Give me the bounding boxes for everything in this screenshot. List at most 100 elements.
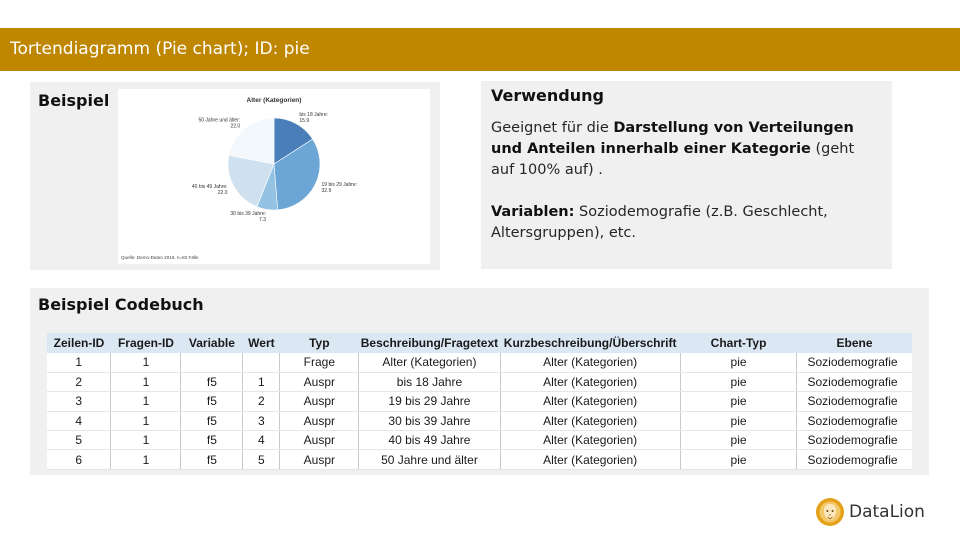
table-cell: 1 (110, 391, 181, 412)
slice-label: bis 18 Jahre: 15.9 (299, 112, 328, 124)
table-cell: Auspr (279, 411, 359, 432)
table-cell: Alter (Kategorien) (499, 372, 681, 393)
slice-label: 50 Jahre und älter: 22.0 (198, 118, 240, 130)
table-cell: pie (679, 391, 797, 412)
pie-chart-svg: Alter (Kategorien) bis 18 Jahre: 15.9 19 b… (121, 97, 358, 260)
pie-slice (228, 117, 275, 165)
usage-panel: Verwendung Geeignet für die Darstellung … (481, 81, 892, 269)
slice-label: 19 bis 29 Jahre: 32.9 (322, 182, 358, 194)
col-header: Wert (242, 333, 280, 353)
table-cell: Soziodemografie (796, 430, 912, 451)
table-cell: 40 bis 49 Jahre (358, 430, 501, 451)
col-header: Chart-Typ (680, 333, 797, 353)
col-header: Fragen-ID (110, 333, 181, 353)
table-cell: 1 (110, 430, 181, 451)
usage-paragraph: Geeignet für die Darstellung von Verteil… (491, 118, 876, 181)
pie-slice (273, 117, 314, 165)
table-cell: 3 (47, 391, 111, 412)
table-cell: 4 (242, 430, 280, 451)
table-cell: 1 (110, 449, 181, 470)
table-cell (242, 353, 280, 373)
table-cell: Alter (Kategorien) (499, 449, 681, 470)
table-row: 3 1 f5 2 Auspr 19 bis 29 Jahre Alter (Ka… (47, 391, 912, 412)
chart-title: Alter (Kategorien) (247, 97, 302, 104)
table-cell: Soziodemografie (796, 372, 912, 393)
table-cell: pie (679, 372, 797, 393)
usage-text-suffix: (geht auf 100% auf) . (491, 141, 855, 178)
table-cell: 1 (110, 411, 181, 432)
table-cell: 30 bis 39 Jahre (358, 411, 501, 432)
table-row: 5 1 f5 4 Auspr 40 bis 49 Jahre Alter (Ka… (47, 430, 912, 451)
table-cell (180, 353, 243, 373)
table-cell: Soziodemografie (796, 391, 912, 412)
table-cell: 6 (47, 449, 111, 470)
chart-source: Quelle: Demo-Daten 2018, n=82 Fälle (121, 255, 199, 260)
example-panel: Beispiel Alter (Kategorien) bis 18 Jahre… (30, 82, 440, 270)
col-header: Ebene (796, 333, 912, 353)
table-cell: 50 Jahre und älter (358, 449, 501, 470)
table-cell: Alter (Kategorien) (499, 411, 681, 432)
variables-text: Soziodemografie (z.B. Geschlecht, Alters… (491, 204, 828, 241)
col-header: Beschreibung/Fragetext (358, 333, 501, 353)
pie-slice (227, 154, 275, 208)
table-cell: 1 (47, 353, 111, 373)
table-cell: Alter (Kategorien) (499, 430, 681, 451)
slice-label: 30 bis 39 Jahre: 7.3 (230, 211, 266, 223)
table-cell: Alter (Kategorien) (499, 353, 681, 373)
table-cell: Auspr (279, 391, 359, 412)
example-heading: Beispiel (38, 91, 110, 110)
pie-slice (273, 138, 321, 211)
table-cell: pie (679, 449, 797, 470)
table-cell: Auspr (279, 372, 359, 393)
table-cell: Soziodemografie (796, 411, 912, 432)
table-cell: pie (679, 430, 797, 451)
table-cell: f5 (180, 391, 243, 412)
table-cell: 2 (47, 372, 111, 393)
table-cell: pie (679, 411, 797, 432)
table-cell: 5 (242, 449, 280, 470)
table-cell: 1 (242, 372, 280, 393)
table-cell: Frage (279, 353, 359, 373)
slide-title: Tortendiagramm (Pie chart); ID: pie (0, 28, 960, 71)
table-cell: 5 (47, 430, 111, 451)
brand-name: DataLion (849, 502, 925, 522)
codebook-panel: Beispiel Codebuch Zeilen-ID Fragen-ID Va… (30, 288, 929, 475)
table-cell: f5 (180, 449, 243, 470)
table-cell: bis 18 Jahre (358, 372, 501, 393)
codebook-table: Zeilen-ID Fragen-ID Variable Wert Typ Be… (47, 333, 912, 470)
usage-description: Geeignet für die Darstellung von Verteil… (491, 118, 876, 265)
table-cell: 4 (47, 411, 111, 432)
usage-heading: Verwendung (491, 86, 604, 105)
table-cell: Auspr (279, 449, 359, 470)
col-header: Variable (180, 333, 243, 353)
datalion-logo: DataLion (815, 496, 935, 528)
variables-paragraph: Variablen: Soziodemografie (z.B. Geschle… (491, 202, 876, 244)
table-cell: 3 (242, 411, 280, 432)
table-cell: f5 (180, 411, 243, 432)
table-cell: Alter (Kategorien) (499, 391, 681, 412)
table-cell: Alter (Kategorien) (358, 353, 501, 373)
pie-chart: Alter (Kategorien) bis 18 Jahre: 15.9 19 b… (118, 89, 430, 264)
lion-icon (816, 498, 844, 526)
table-cell: 2 (242, 391, 280, 412)
table-row: 6 1 f5 5 Auspr 50 Jahre und älter Alter … (47, 449, 912, 470)
table-cell: f5 (180, 372, 243, 393)
usage-text-intro: Geeignet für die (491, 120, 614, 136)
table-cell: f5 (180, 430, 243, 451)
table-cell: 19 bis 29 Jahre (358, 391, 501, 412)
variables-label: Variablen: (491, 204, 575, 220)
table-cell: 1 (110, 372, 181, 393)
table-cell: Soziodemografie (796, 449, 912, 470)
col-header: Typ (279, 333, 359, 353)
table-header-row: Zeilen-ID Fragen-ID Variable Wert Typ Be… (47, 333, 912, 353)
col-header: Kurzbeschreibung/Überschrift (500, 333, 681, 353)
table-row: 4 1 f5 3 Auspr 30 bis 39 Jahre Alter (Ka… (47, 411, 912, 432)
table-cell: Soziodemografie (796, 353, 912, 373)
usage-text-emphasis: Darstellung von Verteilungen und Anteile… (491, 120, 854, 157)
codebook-heading: Beispiel Codebuch (38, 295, 204, 314)
table-row: 2 1 f5 1 Auspr bis 18 Jahre Alter (Kateg… (47, 372, 912, 393)
table-cell: 1 (110, 353, 181, 373)
table-cell: Auspr (279, 430, 359, 451)
table-row: 1 1 Frage Alter (Kategorien) Alter (Kate… (47, 353, 912, 373)
table-cell: pie (679, 353, 797, 373)
